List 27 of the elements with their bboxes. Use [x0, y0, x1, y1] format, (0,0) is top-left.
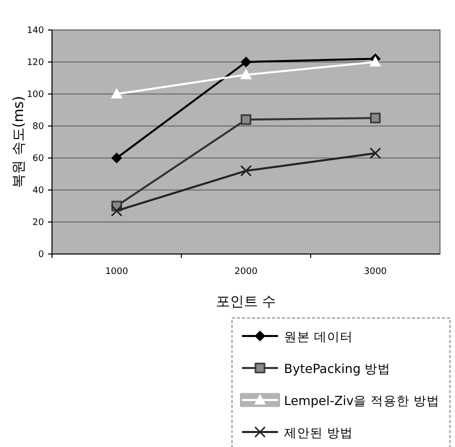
- point: [240, 114, 252, 125]
- legend-label: Lempel-Ziv을 적용한 방법: [284, 393, 440, 408]
- point: [370, 112, 381, 124]
- y-tick-label: 120: [26, 58, 44, 68]
- x-axis-title: 포인트 수: [216, 294, 276, 310]
- y-tick-label: 100: [26, 90, 44, 100]
- y-tick-label: 40: [32, 186, 44, 196]
- y-tick-label: 20: [32, 218, 44, 228]
- point: [240, 165, 252, 177]
- y-tick-label: 80: [32, 122, 44, 132]
- y-axis-title: 복원 속도(ms): [11, 96, 27, 188]
- legend-label: BytePacking 방법: [284, 361, 391, 376]
- legend-label: 제안된 방법: [284, 425, 353, 440]
- point: [370, 56, 381, 66]
- x-tick-label: 2000: [234, 267, 258, 277]
- x-tick-label: 1000: [105, 267, 128, 277]
- y-tick-label: 60: [32, 154, 44, 164]
- y-tick-label: 0: [38, 250, 44, 260]
- point: [240, 56, 252, 68]
- point: [370, 147, 382, 159]
- point: [111, 152, 122, 164]
- point: [110, 205, 122, 217]
- point: [240, 69, 252, 80]
- legend-label: 원본 데이터: [284, 329, 353, 344]
- y-tick-label: 140: [26, 26, 44, 36]
- x-tick-label: 3000: [364, 267, 388, 277]
- point: [111, 88, 122, 98]
